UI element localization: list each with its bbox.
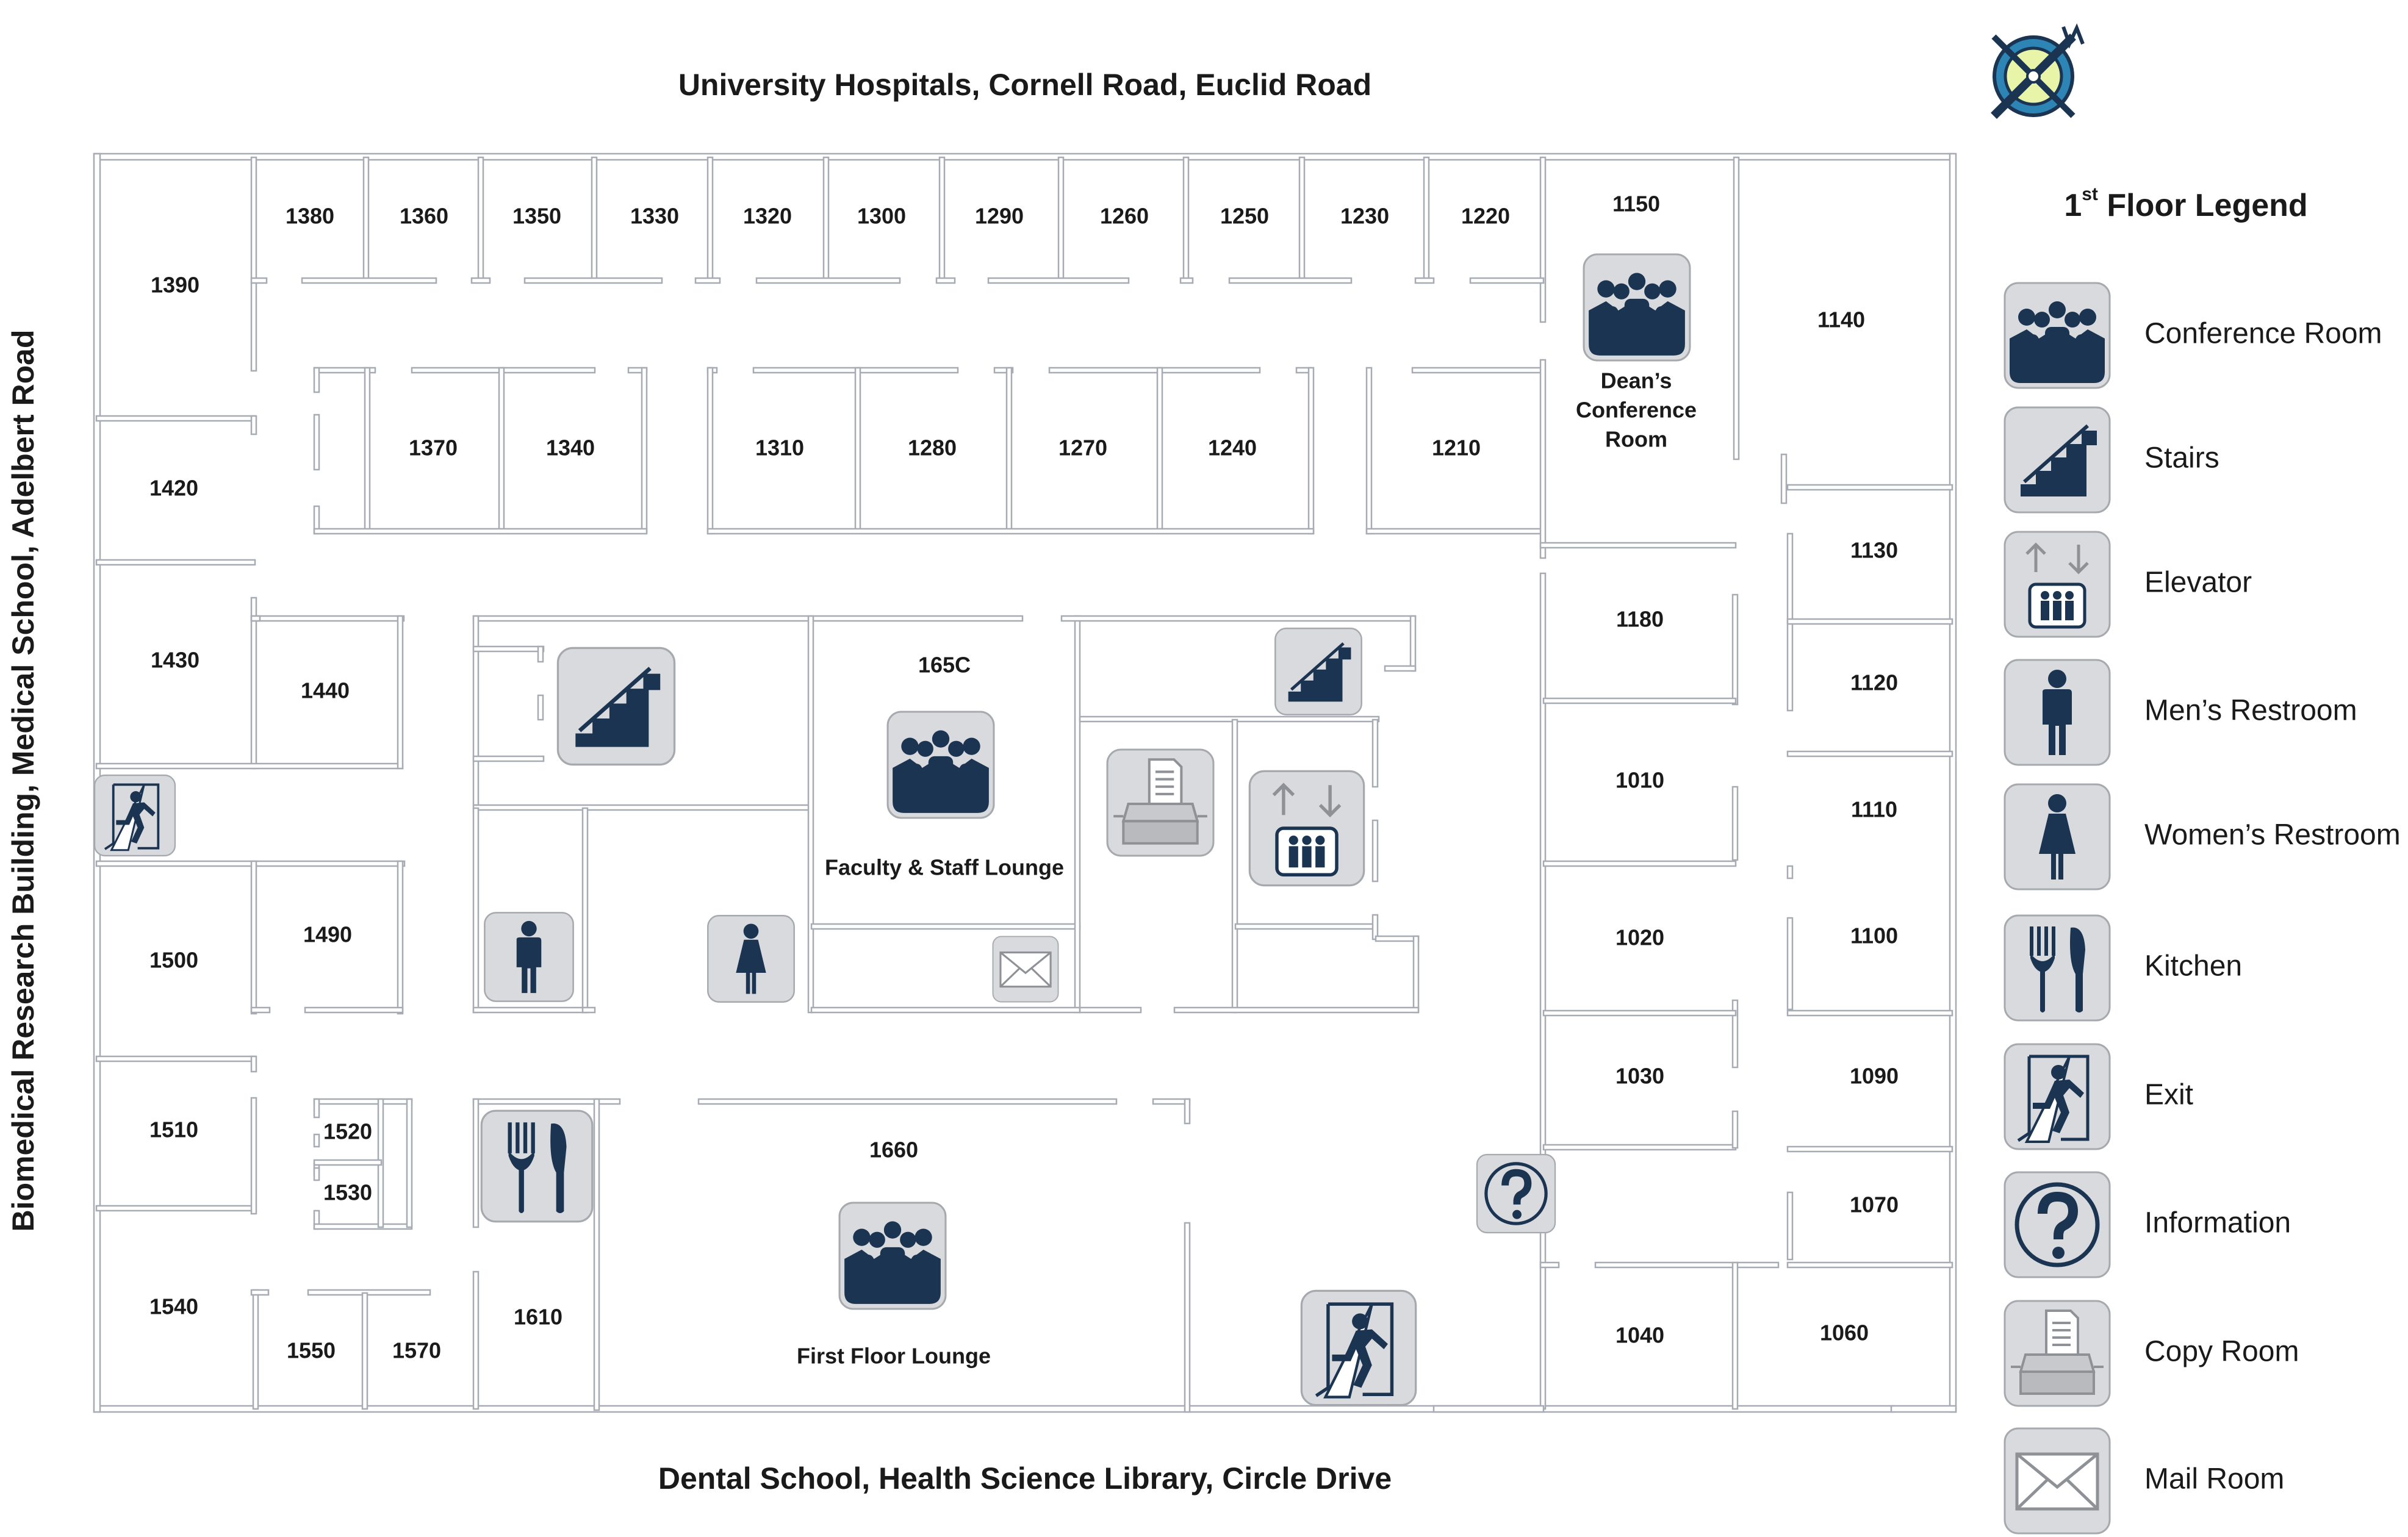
room-1610: 1610 (514, 1305, 562, 1330)
deans-conference-label-line1: Dean’s (1601, 368, 1672, 393)
legend-kitchen-icon (2005, 915, 2110, 1020)
room-1070: 1070 (1850, 1192, 1899, 1217)
room-1510: 1510 (149, 1117, 198, 1142)
deans-conference-room-icon (1583, 253, 1691, 362)
room-1310: 1310 (755, 435, 804, 460)
copy-room-icon (1107, 750, 1213, 856)
room-1350: 1350 (512, 204, 561, 229)
room-1490: 1490 (303, 922, 352, 947)
mail-room-icon (991, 935, 1060, 1003)
room-1550: 1550 (287, 1338, 336, 1363)
north-road-title: University Hospitals, Cornell Road, Eucl… (678, 68, 1371, 102)
legend-conference-room-label: Conference Room (2144, 318, 2382, 350)
room-1090: 1090 (1850, 1064, 1899, 1089)
compass-rose-icon (1991, 23, 2085, 119)
legend-information-icon (2005, 1172, 2110, 1277)
room-1270: 1270 (1058, 435, 1107, 460)
room-1360: 1360 (400, 204, 448, 229)
room-1130: 1130 (1850, 538, 1898, 563)
legend-mail-room-icon (2005, 1428, 2110, 1533)
room-1220: 1220 (1461, 204, 1510, 229)
legend-kitchen-label: Kitchen (2144, 950, 2242, 983)
building-walls (93, 152, 1957, 1413)
room-1280: 1280 (908, 435, 957, 460)
room-1330: 1330 (630, 204, 679, 229)
room-1440: 1440 (301, 678, 350, 703)
legend-womens-restroom-label: Women’s Restroom (2144, 819, 2401, 851)
room-165c: 165C (918, 653, 971, 678)
stairs-east-icon (1275, 628, 1361, 714)
room-1420: 1420 (149, 476, 198, 501)
room-1540: 1540 (149, 1294, 198, 1319)
south-road-title: Dental School, Health Science Library, C… (658, 1461, 1392, 1496)
room-1150: 1150 (1612, 192, 1660, 217)
legend-exit-label: Exit (2144, 1079, 2193, 1111)
legend-title: 1st Floor Legend (2064, 184, 2307, 223)
legend-copy-room-icon (2004, 1300, 2111, 1407)
room-1020: 1020 (1616, 925, 1664, 950)
room-1180: 1180 (1616, 607, 1664, 632)
deans-conference-label-line3: Room (1605, 427, 1667, 452)
legend-copy-room-label: Copy Room (2144, 1336, 2299, 1368)
room-1060: 1060 (1820, 1320, 1869, 1345)
room-1030: 1030 (1616, 1064, 1664, 1089)
room-labels: 1380 1360 1350 1330 1320 1300 1290 1260 … (149, 192, 1899, 1369)
legend-mens-restroom-label: Men’s Restroom (2144, 695, 2357, 727)
deans-conference-label-line2: Conference (1576, 398, 1697, 423)
room-1430: 1430 (151, 648, 199, 673)
legend: 1st Floor Legend Conference Room Stairs … (2005, 184, 2401, 1533)
legend-exit-icon (2005, 1044, 2110, 1149)
room-1530: 1530 (323, 1180, 372, 1205)
room-1230: 1230 (1340, 204, 1389, 229)
legend-womens-restroom-icon (2004, 783, 2111, 890)
legend-stairs-icon (2005, 407, 2110, 512)
room-1290: 1290 (975, 204, 1024, 229)
legend-elevator-label: Elevator (2144, 567, 2252, 599)
room-1500: 1500 (149, 948, 198, 973)
room-1210: 1210 (1432, 435, 1481, 460)
faculty-lounge-label: Faculty & Staff Lounge (825, 855, 1064, 880)
room-1110: 1110 (1851, 797, 1897, 822)
room-1390: 1390 (151, 273, 199, 298)
legend-elevator-icon (2005, 532, 2110, 637)
room-1240: 1240 (1208, 435, 1257, 460)
room-1040: 1040 (1616, 1323, 1664, 1348)
room-1570: 1570 (392, 1338, 441, 1363)
room-1140: 1140 (1817, 307, 1865, 332)
legend-mens-restroom-icon (2004, 659, 2111, 766)
room-1260: 1260 (1100, 204, 1149, 229)
room-1300: 1300 (857, 204, 906, 229)
legend-stairs-label: Stairs (2144, 442, 2219, 475)
map-icons (93, 253, 1691, 1405)
legend-information-label: Information (2144, 1207, 2291, 1239)
west-road-title: Biomedical Research Building, Medical Sc… (6, 329, 40, 1231)
kitchen-icon (481, 1111, 592, 1222)
information-icon (1477, 1155, 1555, 1233)
elevator-icon (1249, 771, 1364, 885)
room-1120: 1120 (1850, 670, 1898, 695)
room-1250: 1250 (1220, 204, 1269, 229)
exit-west-icon (93, 774, 176, 857)
room-1100: 1100 (1850, 923, 1898, 948)
first-floor-lounge-label: First Floor Lounge (797, 1344, 991, 1369)
room-1660: 1660 (869, 1138, 918, 1163)
legend-conference-room-icon (2004, 282, 2111, 389)
room-1010: 1010 (1616, 768, 1664, 793)
exit-south-icon (1301, 1291, 1415, 1405)
faculty-lounge-conference-icon (886, 711, 995, 819)
mens-restroom-icon (484, 912, 574, 1002)
room-1370: 1370 (409, 435, 458, 460)
legend-mail-room-label: Mail Room (2144, 1463, 2284, 1496)
first-floor-lounge-conference-icon (838, 1202, 947, 1310)
room-1340: 1340 (546, 435, 595, 460)
womens-restroom-icon (707, 915, 795, 1003)
room-1380: 1380 (286, 204, 334, 229)
room-1520: 1520 (323, 1119, 372, 1144)
stairs-west-icon (558, 648, 674, 764)
room-1320: 1320 (743, 204, 792, 229)
